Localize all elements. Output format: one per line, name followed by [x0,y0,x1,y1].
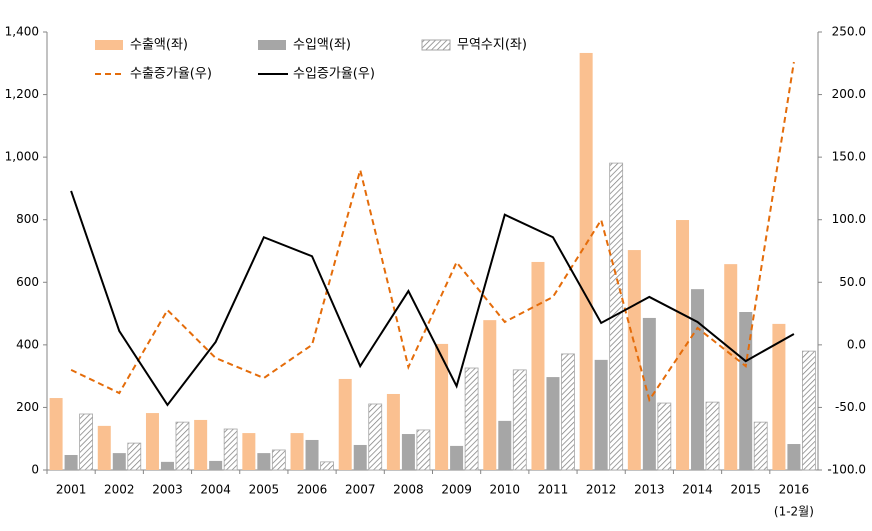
bar [609,162,624,471]
bar [160,461,174,470]
y-tick-label: 1,400 [5,25,39,39]
bar [676,220,690,470]
bar [242,433,256,470]
bar [112,453,126,470]
bar [691,289,705,470]
bar [753,421,768,471]
bar [642,317,656,470]
x-tick-label: 2007 [345,483,376,497]
y2-tick-label: -100.0 [827,463,866,477]
bar [305,439,319,470]
bar [772,323,786,470]
bar [223,428,238,471]
y2-tick-label: 0.0 [847,337,866,351]
bar [498,420,512,470]
y-tick-label: 1,000 [5,150,39,164]
bar [561,353,575,471]
x-tick-label: 2014 [682,483,713,497]
line [70,190,795,407]
legend-label: 수출액(좌) [130,38,188,53]
x-tick-label: 2004 [200,483,231,497]
bar [787,444,801,470]
y-tick-label: 0 [31,463,39,477]
bar [320,461,334,471]
y-tick-label: 600 [16,275,39,289]
x-tick-label: 2012 [586,483,617,497]
bar [257,453,271,470]
bar [209,460,223,470]
x-tick-label: 2006 [297,483,328,497]
bar [290,433,304,470]
bar [705,401,720,471]
bar [64,454,78,470]
bar [194,419,208,470]
legend-swatch [421,39,451,51]
bar [546,377,560,470]
x-tick-label: 2016 [779,483,810,497]
x-tick-label: 2009 [441,483,472,497]
bar [802,350,816,471]
x-tick-label: 2013 [634,483,665,497]
y2-tick-label: 100.0 [832,212,866,226]
bar [97,425,111,470]
y-tick-label: 800 [16,212,39,226]
bar [368,403,383,471]
bar [512,369,527,471]
x-tick-label: 2011 [538,483,569,497]
bar [450,445,464,470]
x-tick-label: 2002 [104,483,135,497]
legend-label: 수출증가율(우) [130,67,212,82]
legend-label: 수입증가율(우) [293,67,375,82]
bar [338,378,352,470]
bar [594,359,608,470]
bar [145,413,159,470]
bar [579,52,593,471]
bar [657,402,672,471]
y2-tick-label: 250.0 [832,25,866,39]
x-tick-label: 2008 [393,483,424,497]
x-tick-label: 2010 [490,483,521,497]
bar [416,429,431,471]
bar [724,264,738,470]
bar [175,421,190,471]
x-note: (1-2월) [774,505,814,519]
bar [627,250,641,470]
y2-tick-label: 50.0 [839,275,866,289]
line [70,61,795,403]
y-tick-label: 200 [16,400,39,414]
bar [386,393,400,470]
y-tick-label: 1,200 [5,87,39,101]
legend-swatch [95,40,123,50]
bar [531,261,545,470]
y2-tick-label: 150.0 [832,150,866,164]
y-tick-label: 400 [16,337,39,351]
bar [435,343,449,470]
y2-tick-label: 200.0 [832,87,866,101]
bar [49,398,63,470]
y2-tick-label: -50.0 [835,400,866,414]
bar [127,442,142,471]
x-tick-label: 2001 [56,483,87,497]
bar [401,434,415,470]
x-tick-label: 2015 [730,483,761,497]
bar [271,449,286,471]
bar [464,367,479,471]
bar [79,413,93,471]
legend-label: 수입액(좌) [293,38,351,53]
legend-swatch [258,40,286,50]
x-tick-label: 2005 [249,483,280,497]
legend-label: 무역수지(좌) [457,38,527,53]
bar [739,312,753,470]
x-tick-label: 2003 [152,483,183,497]
bar [353,444,367,470]
bar [483,320,497,470]
